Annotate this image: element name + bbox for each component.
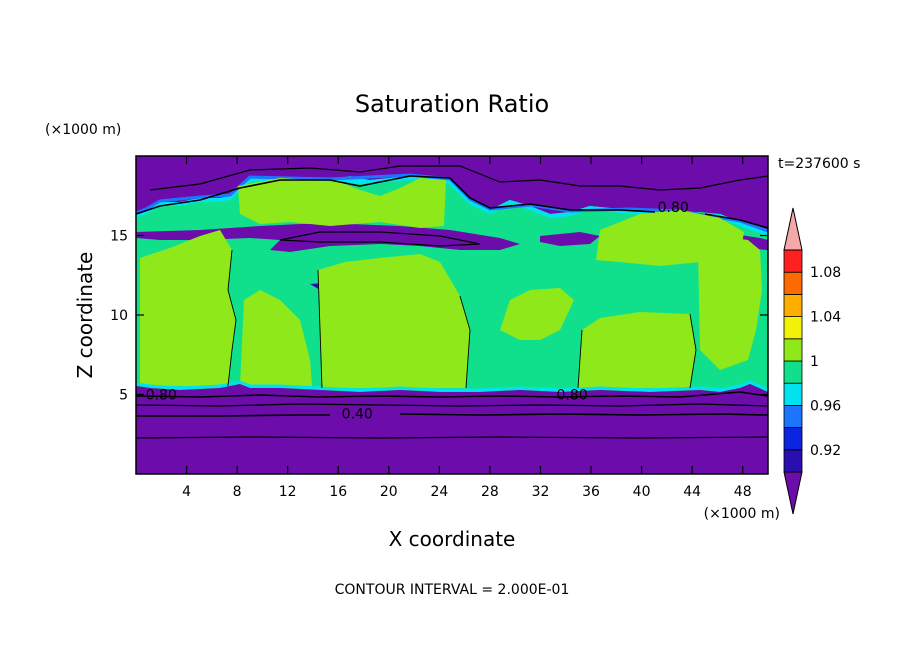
field-supersat-center bbox=[318, 254, 470, 388]
y-tick-label: 15 bbox=[110, 229, 128, 245]
y-tick-label: 5 bbox=[119, 388, 128, 404]
x-tick-label: 28 bbox=[481, 484, 499, 500]
colorbar-tick-label: 0.92 bbox=[810, 443, 841, 459]
contour-0-60 bbox=[136, 403, 768, 407]
y-tick-label: 10 bbox=[110, 308, 128, 324]
field-supersat-far-right bbox=[698, 236, 762, 370]
contour-label: 0.40 bbox=[342, 407, 373, 423]
colorbar-swatch bbox=[783, 316, 803, 340]
field-supersat-top bbox=[238, 178, 446, 228]
field-dry-bottom bbox=[136, 384, 768, 474]
x-tick-label: 12 bbox=[279, 484, 297, 500]
plot-area bbox=[136, 156, 768, 474]
colorbar-swatch bbox=[783, 293, 803, 317]
colorbar-swatch bbox=[783, 427, 803, 451]
contour-label: 0.80 bbox=[556, 388, 587, 404]
contour-0-40 bbox=[136, 413, 768, 417]
y-axis-ticks: 5 10 15 bbox=[110, 229, 768, 404]
x-axis-ticks: 4 8 12 16 20 24 28 32 36 40 44 48 bbox=[182, 156, 752, 500]
colorbar-swatch bbox=[783, 271, 803, 295]
x-tick-label: 40 bbox=[633, 484, 651, 500]
field-supersat-left bbox=[140, 230, 236, 386]
colorbar-swatch bbox=[783, 360, 803, 384]
colorbar-swatch bbox=[783, 449, 803, 473]
colorbar-tick-label: 1.04 bbox=[810, 310, 841, 326]
y-axis-label: Z coordinate bbox=[73, 252, 97, 379]
colorbar-tick-label: 1.08 bbox=[810, 265, 841, 281]
y-unit-label: (×1000 m) bbox=[45, 122, 121, 138]
contour-upper-inner bbox=[149, 165, 768, 191]
colorbar-extend-low bbox=[783, 471, 803, 515]
contour-label: 0.80 bbox=[658, 200, 689, 216]
field-supersat-right bbox=[578, 312, 696, 388]
field-dry-strata-right bbox=[540, 232, 600, 246]
field-supersat-center-left bbox=[240, 290, 312, 386]
x-tick-label: 8 bbox=[233, 484, 242, 500]
x-unit-label: (×1000 m) bbox=[704, 506, 780, 522]
field-supersat-mid bbox=[500, 288, 574, 340]
colorbar-extend-high bbox=[783, 207, 803, 251]
contour-0-80-upper bbox=[136, 175, 768, 229]
contour-label: 0.80 bbox=[146, 388, 177, 404]
contour-strata bbox=[279, 231, 481, 247]
contour-0-20 bbox=[136, 436, 768, 439]
x-tick-label: 4 bbox=[182, 484, 191, 500]
x-tick-label: 48 bbox=[734, 484, 752, 500]
field-supersat-top-right bbox=[596, 210, 744, 266]
colorbar-swatch bbox=[783, 249, 803, 273]
colorbar-tick-label: 0.96 bbox=[810, 398, 841, 414]
contour-labels: 0.80 0.40 0.80 0.80 bbox=[146, 200, 689, 423]
colorbar: 0.92 0.96 1 1.04 1.08 bbox=[783, 207, 841, 515]
x-tick-label: 32 bbox=[532, 484, 550, 500]
x-tick-label: 20 bbox=[380, 484, 398, 500]
field-dry-top bbox=[136, 156, 768, 232]
x-tick-label: 24 bbox=[430, 484, 448, 500]
field-cyan-boundary bbox=[136, 380, 768, 392]
contour-0-80-lower bbox=[136, 391, 768, 398]
x-tick-label: 44 bbox=[683, 484, 701, 500]
x-axis-label: X coordinate bbox=[389, 527, 516, 551]
x-tick-label: 16 bbox=[329, 484, 347, 500]
x-tick-label: 36 bbox=[582, 484, 600, 500]
colorbar-swatch bbox=[783, 338, 803, 362]
time-label: t=237600 s bbox=[778, 156, 860, 172]
colorbar-tick-label: 1 bbox=[810, 354, 819, 370]
chart-title: Saturation Ratio bbox=[355, 90, 549, 118]
contour-interval-note: CONTOUR INTERVAL = 2.000E-01 bbox=[335, 582, 570, 598]
colorbar-swatch bbox=[783, 382, 803, 406]
contour-cell-edges bbox=[227, 249, 697, 389]
colorbar-swatch bbox=[783, 404, 803, 428]
